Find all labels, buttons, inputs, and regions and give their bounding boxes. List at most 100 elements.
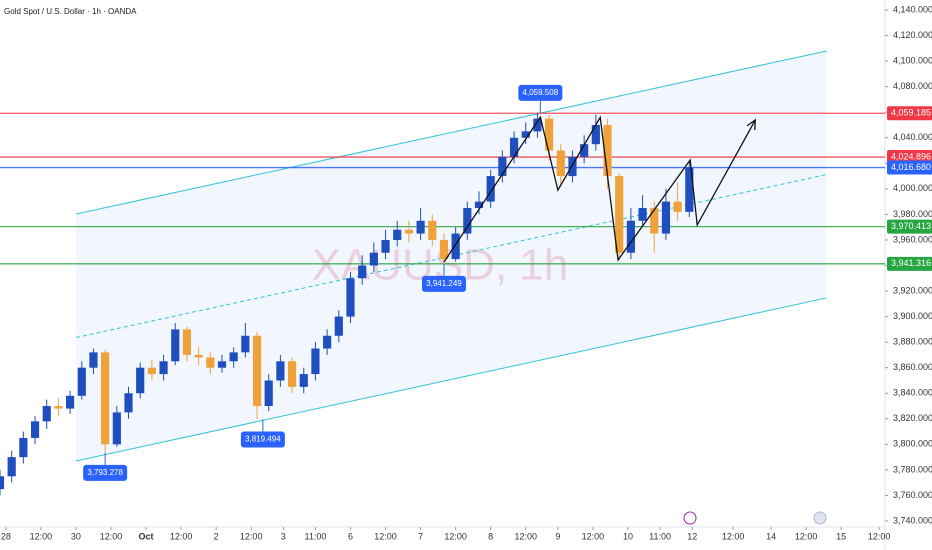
event-icon[interactable] [683, 511, 697, 525]
y-tick-label: 3,920.000 [893, 285, 932, 295]
zigzag-projection [443, 115, 756, 263]
x-tick-label: 12:00 [795, 531, 818, 541]
y-tick-label: 3,780.000 [893, 464, 932, 474]
candle-body [334, 316, 343, 336]
x-tick-label: 12:00 [444, 531, 467, 541]
candle-body [0, 476, 5, 490]
candle-body [661, 201, 671, 234]
x-tick-label: 30 [71, 531, 81, 541]
callout-box [240, 431, 285, 448]
candle-body [358, 265, 367, 279]
x-tick-label: 12:00 [240, 531, 263, 541]
candle-body [346, 278, 355, 317]
x-tick-label: 12:00 [514, 531, 537, 541]
x-tick-label: 14 [766, 531, 776, 541]
candle-body [416, 220, 425, 234]
y-tick-label: 4,040.000 [893, 132, 932, 142]
candle-body [533, 118, 542, 132]
candle-body [451, 233, 460, 260]
y-tick-label: 4,000.000 [893, 183, 932, 193]
x-tick-label: 6 [348, 531, 353, 541]
price-tag-label: 4,024.896 [891, 151, 931, 161]
x-tick-label: 12:00 [100, 531, 123, 541]
candle-body [603, 124, 612, 177]
candle-body [54, 406, 63, 409]
channel-upper [75, 50, 827, 215]
candle-body [638, 208, 647, 221]
candle-body [509, 137, 519, 157]
candle-body [194, 354, 203, 358]
x-tick-label: 7 [418, 531, 423, 541]
candle-body [428, 220, 437, 240]
y-tick-label: 3,820.000 [893, 413, 932, 423]
candle-body [568, 156, 577, 177]
callout-label: 3,941.249 [426, 279, 462, 288]
x-tick-label: 12:00 [722, 531, 745, 541]
x-tick-label: 12:00 [30, 531, 53, 541]
candle-body [311, 348, 320, 375]
candle-body [19, 437, 28, 458]
x-tick-label: 10 [623, 531, 633, 541]
candle-body [217, 361, 227, 368]
channel-lower [75, 297, 827, 462]
x-tick-label: 15 [836, 531, 846, 541]
candle-body [404, 229, 413, 234]
candle-body [498, 156, 507, 177]
candle-body [463, 208, 472, 234]
channel-fill [75, 51, 827, 461]
candle-body [615, 176, 624, 253]
x-tick-label: 12 [687, 531, 697, 541]
callout-label: 4,059.508 [523, 88, 559, 97]
price-tag-label: 3,941.316 [891, 258, 931, 268]
x-tick-label: 3 [281, 531, 286, 541]
candle-body [439, 239, 449, 260]
y-tick-label: 3,740.000 [893, 515, 932, 525]
x-tick-label: 12:00 [374, 531, 397, 541]
candle-body [264, 380, 273, 407]
price-tag [887, 106, 932, 121]
candle-body [30, 421, 40, 438]
candle-body [650, 208, 659, 234]
candle-body [521, 131, 530, 138]
candle-body [673, 201, 682, 212]
x-tick-label: Oct [139, 531, 154, 541]
candle-body [393, 229, 402, 240]
candle-body [112, 412, 121, 445]
candle-body [556, 150, 565, 177]
x-tick-label: 8 [488, 531, 493, 541]
x-tick-label: 28 [1, 531, 11, 541]
candle-body [66, 395, 75, 409]
y-tick-label: 4,120.000 [893, 30, 932, 40]
callout-box [421, 275, 466, 292]
candle-body [229, 352, 238, 362]
y-tick-label: 3,880.000 [893, 337, 932, 347]
candle-body [369, 252, 378, 266]
callout-label: 3,819.494 [245, 435, 281, 444]
candle-body [276, 361, 285, 381]
event-icon[interactable] [813, 511, 827, 525]
channel-middle [75, 174, 827, 339]
candle-body [241, 335, 250, 353]
candle-body [580, 144, 589, 157]
callout-box [518, 84, 563, 101]
callout-box [83, 464, 128, 481]
chart-title: Gold Spot / U.S. Dollar · 1h · OANDA [4, 7, 137, 16]
candle-body [287, 361, 297, 387]
y-tick-label: 3,760.000 [893, 490, 932, 500]
candle-body [486, 176, 495, 202]
y-tick-label: 3,840.000 [893, 388, 932, 398]
y-tick-label: 3,800.000 [893, 439, 932, 449]
price-tag [887, 219, 932, 234]
candle-body [299, 374, 308, 387]
candle-body [591, 124, 600, 145]
price-tag-label: 3,970.413 [891, 221, 931, 231]
candle-body [381, 239, 390, 253]
x-tick-label: 11:00 [649, 531, 671, 541]
candle-body [545, 118, 554, 151]
x-tick-label: 12:00 [170, 531, 193, 541]
y-tick-label: 3,860.000 [893, 362, 932, 372]
candle-body [101, 352, 110, 445]
candle-body [252, 335, 262, 407]
candle-body [474, 201, 484, 209]
